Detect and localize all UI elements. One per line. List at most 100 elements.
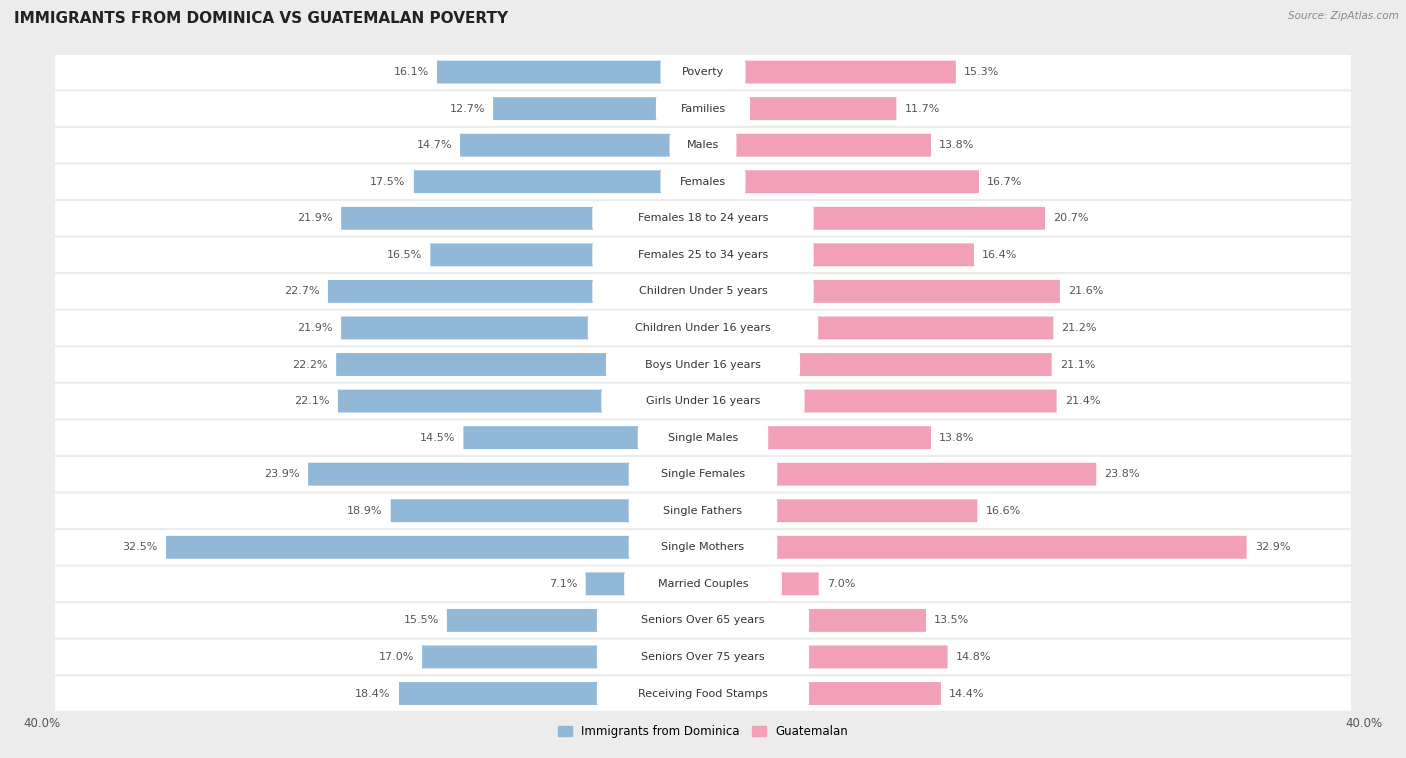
- FancyBboxPatch shape: [413, 171, 703, 193]
- FancyBboxPatch shape: [55, 567, 1351, 601]
- FancyBboxPatch shape: [55, 603, 1351, 637]
- Text: Married Couples: Married Couples: [658, 579, 748, 589]
- FancyBboxPatch shape: [55, 274, 1351, 309]
- Text: Females: Females: [681, 177, 725, 186]
- FancyBboxPatch shape: [628, 534, 778, 560]
- FancyBboxPatch shape: [703, 171, 979, 193]
- FancyBboxPatch shape: [703, 61, 956, 83]
- Text: Receiving Food Stamps: Receiving Food Stamps: [638, 688, 768, 699]
- Text: 14.7%: 14.7%: [416, 140, 451, 150]
- Text: 16.4%: 16.4%: [983, 250, 1018, 260]
- FancyBboxPatch shape: [55, 530, 1351, 565]
- FancyBboxPatch shape: [391, 500, 703, 522]
- FancyBboxPatch shape: [55, 311, 1351, 345]
- FancyBboxPatch shape: [342, 207, 703, 230]
- Text: 32.9%: 32.9%: [1254, 542, 1291, 553]
- FancyBboxPatch shape: [586, 572, 703, 595]
- Text: 17.0%: 17.0%: [378, 652, 413, 662]
- Text: Single Mothers: Single Mothers: [661, 542, 745, 553]
- Text: 20.7%: 20.7%: [1053, 213, 1088, 224]
- FancyBboxPatch shape: [336, 353, 703, 376]
- FancyBboxPatch shape: [55, 128, 1351, 162]
- FancyBboxPatch shape: [703, 280, 1060, 303]
- FancyBboxPatch shape: [166, 536, 703, 559]
- FancyBboxPatch shape: [661, 59, 745, 85]
- FancyBboxPatch shape: [661, 168, 745, 195]
- FancyBboxPatch shape: [588, 315, 818, 341]
- FancyBboxPatch shape: [602, 388, 804, 414]
- FancyBboxPatch shape: [55, 92, 1351, 126]
- FancyBboxPatch shape: [606, 352, 800, 377]
- Text: 7.1%: 7.1%: [550, 579, 578, 589]
- Text: 22.1%: 22.1%: [294, 396, 329, 406]
- FancyBboxPatch shape: [337, 390, 703, 412]
- FancyBboxPatch shape: [55, 457, 1351, 491]
- Text: Children Under 16 years: Children Under 16 years: [636, 323, 770, 333]
- Text: 16.1%: 16.1%: [394, 67, 429, 77]
- Text: Single Females: Single Females: [661, 469, 745, 479]
- FancyBboxPatch shape: [703, 353, 1052, 376]
- FancyBboxPatch shape: [598, 607, 808, 634]
- FancyBboxPatch shape: [460, 133, 703, 157]
- Text: Females 18 to 24 years: Females 18 to 24 years: [638, 213, 768, 224]
- FancyBboxPatch shape: [308, 462, 703, 486]
- Text: 32.5%: 32.5%: [122, 542, 157, 553]
- FancyBboxPatch shape: [703, 133, 931, 157]
- Text: 14.4%: 14.4%: [949, 688, 984, 699]
- Text: Boys Under 16 years: Boys Under 16 years: [645, 359, 761, 369]
- FancyBboxPatch shape: [592, 242, 814, 268]
- Text: 13.8%: 13.8%: [939, 140, 974, 150]
- FancyBboxPatch shape: [703, 426, 931, 449]
- Text: 13.8%: 13.8%: [939, 433, 974, 443]
- Text: 16.7%: 16.7%: [987, 177, 1022, 186]
- Text: Poverty: Poverty: [682, 67, 724, 77]
- Text: 16.6%: 16.6%: [986, 506, 1021, 515]
- Text: Families: Families: [681, 104, 725, 114]
- Text: 21.2%: 21.2%: [1062, 323, 1097, 333]
- FancyBboxPatch shape: [494, 97, 703, 120]
- FancyBboxPatch shape: [703, 207, 1045, 230]
- FancyBboxPatch shape: [628, 461, 778, 487]
- FancyBboxPatch shape: [703, 243, 974, 266]
- FancyBboxPatch shape: [328, 280, 703, 303]
- FancyBboxPatch shape: [703, 682, 941, 705]
- Text: Females 25 to 34 years: Females 25 to 34 years: [638, 250, 768, 260]
- FancyBboxPatch shape: [55, 55, 1351, 89]
- FancyBboxPatch shape: [703, 390, 1056, 412]
- Text: 18.4%: 18.4%: [356, 688, 391, 699]
- FancyBboxPatch shape: [703, 462, 1097, 486]
- Text: Girls Under 16 years: Girls Under 16 years: [645, 396, 761, 406]
- Text: 15.3%: 15.3%: [965, 67, 1000, 77]
- Text: 14.8%: 14.8%: [956, 652, 991, 662]
- Text: 23.8%: 23.8%: [1105, 469, 1140, 479]
- Text: Single Males: Single Males: [668, 433, 738, 443]
- FancyBboxPatch shape: [703, 500, 977, 522]
- FancyBboxPatch shape: [598, 644, 808, 670]
- Text: 14.5%: 14.5%: [420, 433, 456, 443]
- FancyBboxPatch shape: [703, 609, 927, 632]
- Text: Males: Males: [688, 140, 718, 150]
- Text: Single Fathers: Single Fathers: [664, 506, 742, 515]
- Text: 21.1%: 21.1%: [1060, 359, 1095, 369]
- Text: Children Under 5 years: Children Under 5 years: [638, 287, 768, 296]
- FancyBboxPatch shape: [55, 238, 1351, 272]
- FancyBboxPatch shape: [55, 347, 1351, 382]
- FancyBboxPatch shape: [657, 96, 749, 122]
- FancyBboxPatch shape: [669, 132, 737, 158]
- FancyBboxPatch shape: [430, 243, 703, 266]
- Text: 22.2%: 22.2%: [292, 359, 328, 369]
- FancyBboxPatch shape: [592, 205, 814, 231]
- Text: IMMIGRANTS FROM DOMINICA VS GUATEMALAN POVERTY: IMMIGRANTS FROM DOMINICA VS GUATEMALAN P…: [14, 11, 508, 27]
- Text: 11.7%: 11.7%: [904, 104, 941, 114]
- Text: 13.5%: 13.5%: [934, 615, 970, 625]
- FancyBboxPatch shape: [703, 317, 1053, 340]
- FancyBboxPatch shape: [342, 317, 703, 340]
- FancyBboxPatch shape: [55, 164, 1351, 199]
- Text: 21.6%: 21.6%: [1069, 287, 1104, 296]
- Text: 16.5%: 16.5%: [387, 250, 422, 260]
- FancyBboxPatch shape: [55, 384, 1351, 418]
- Text: 7.0%: 7.0%: [827, 579, 855, 589]
- Text: Seniors Over 75 years: Seniors Over 75 years: [641, 652, 765, 662]
- Legend: Immigrants from Dominica, Guatemalan: Immigrants from Dominica, Guatemalan: [553, 720, 853, 743]
- Text: 21.4%: 21.4%: [1064, 396, 1101, 406]
